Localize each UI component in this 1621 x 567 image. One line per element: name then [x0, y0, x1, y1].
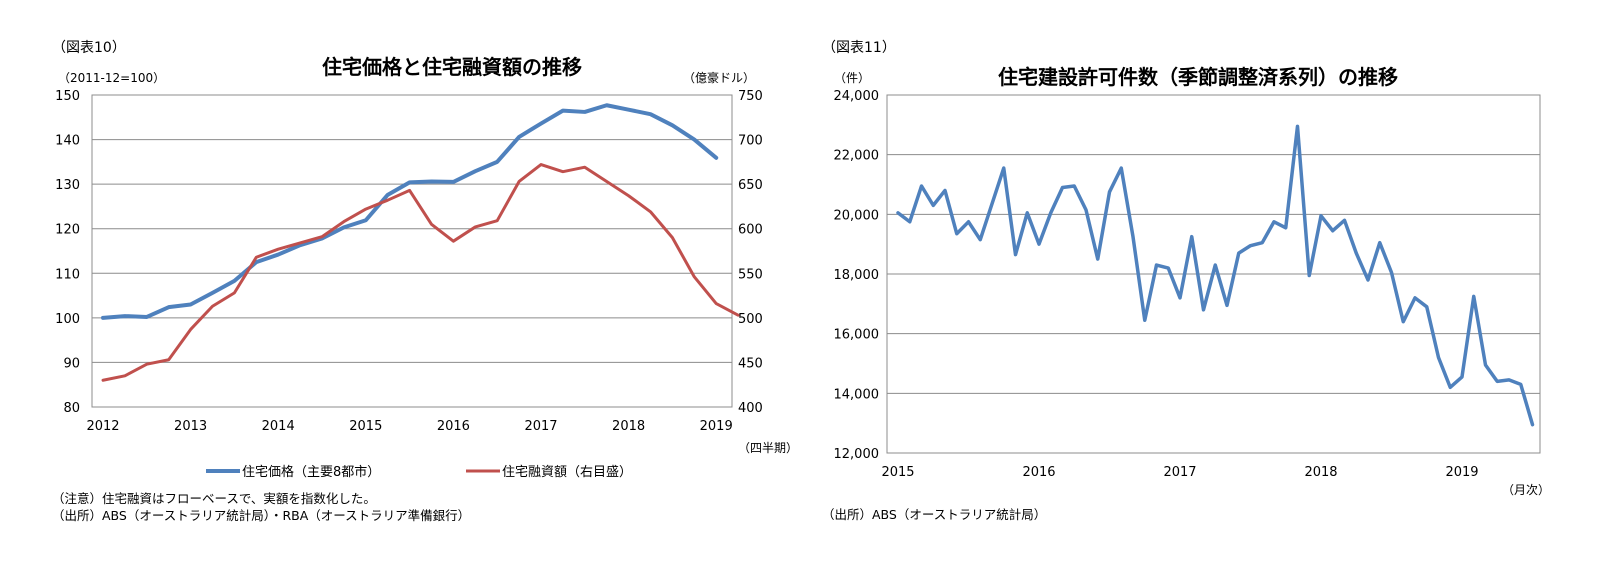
right-tick-label: 750	[738, 89, 763, 104]
plot-frame-10	[91, 94, 733, 408]
series-line-housing-loans	[101, 163, 740, 382]
grid-10	[92, 94, 732, 408]
x-tick-label-11: 2016	[1022, 465, 1055, 480]
figure-label-11: （図表11）	[822, 40, 896, 56]
y-tick-label-11: 18,000	[834, 268, 880, 283]
note-10-caution: （注意）住宅融資はフローベースで、実額を指数化した。	[52, 491, 376, 506]
right-tick-label: 550	[738, 267, 763, 282]
right-tick-label: 700	[738, 134, 763, 149]
x-tick-label-10: 2019	[700, 419, 733, 434]
plot-frame-11	[886, 94, 1541, 454]
left-tick-label: 150	[55, 89, 80, 104]
left-tick-label: 120	[55, 223, 80, 238]
right-tick-label: 600	[738, 223, 763, 238]
note-11-source: （出所）ABS（オーストラリア統計局）	[822, 507, 1046, 522]
x-tick-label-10: 2016	[437, 419, 470, 434]
left-axis-ticks: 80 90 100 110 120 130 140 150	[55, 89, 80, 416]
legend-10: 住宅価格（主要8都市） 住宅融資額（右目盛）	[206, 464, 632, 480]
chart-building-permits: （図表11） 住宅建設許可件数（季節調整済系列）の推移 （件） 12,000 14…	[822, 40, 1550, 522]
x-tick-label-11: 2018	[1304, 465, 1337, 480]
x-axis-ticks-10: 2012 2013 2014 2015 2016 2017 2018 2019	[86, 419, 732, 434]
y-tick-label-11: 16,000	[834, 328, 880, 343]
chart-title-11: 住宅建設許可件数（季節調整済系列）の推移	[998, 65, 1398, 89]
x-tick-label-11: 2019	[1445, 465, 1478, 480]
y-tick-label-11: 20,000	[834, 208, 880, 223]
left-tick-label: 100	[55, 312, 80, 327]
x-tick-label-11: 2015	[881, 465, 914, 480]
left-tick-label: 110	[55, 267, 80, 282]
left-tick-label: 130	[55, 178, 80, 193]
legend-label-housing-price: 住宅価格（主要8都市）	[242, 464, 380, 480]
right-axis-ticks: 400 450 500 550 600 650 700 750	[738, 89, 763, 416]
x-axis-ticks-11: 2015 2016 2017 2018 2019	[881, 465, 1478, 480]
left-tick-label: 90	[63, 356, 80, 371]
right-axis-unit: （億豪ドル）	[683, 70, 755, 85]
left-axis-unit: （2011-12=100）	[58, 71, 165, 85]
y-axis-unit-11: （件）	[834, 71, 870, 85]
x-tick-label-11: 2017	[1163, 465, 1196, 480]
x-axis-unit-11: （月次）	[1502, 483, 1550, 497]
series-line-housing-price	[101, 103, 719, 320]
x-tick-label-10: 2014	[262, 419, 295, 434]
right-tick-label: 400	[738, 401, 763, 416]
legend-label-housing-loans: 住宅融資額（右目盛）	[502, 465, 632, 480]
right-tick-label: 650	[738, 178, 763, 193]
x-axis-unit-10: （四半期）	[738, 441, 798, 455]
x-tick-label-10: 2015	[349, 419, 382, 434]
left-tick-label: 140	[55, 134, 80, 149]
left-tick-label: 80	[63, 401, 80, 416]
y-tick-label-11: 12,000	[834, 447, 880, 462]
y-axis-ticks-11: 12,000 14,000 16,000 18,000 20,000 22,000 24,0…	[834, 89, 880, 462]
y-tick-label-11: 14,000	[834, 387, 880, 402]
series-line-building-permits	[896, 124, 1535, 427]
x-tick-label-10: 2013	[174, 419, 207, 434]
note-10-source: （出所）ABS（オーストラリア統計局）・RBA（オーストラリア準備銀行）	[52, 508, 470, 523]
chart-housing-price-and-loans: （図表10） 住宅価格と住宅融資額の推移 （2011-12=100） （億豪ドル…	[52, 40, 798, 523]
right-tick-label: 450	[738, 356, 763, 371]
chart-title-10: 住宅価格と住宅融資額の推移	[322, 55, 582, 79]
y-tick-label-11: 22,000	[834, 149, 880, 164]
figure-label-10: （図表10）	[52, 40, 126, 56]
x-tick-label-10: 2012	[86, 419, 119, 434]
right-tick-label: 500	[738, 312, 763, 327]
y-tick-label-11: 24,000	[834, 89, 880, 104]
x-tick-label-10: 2018	[612, 419, 645, 434]
x-tick-label-10: 2017	[524, 419, 557, 434]
